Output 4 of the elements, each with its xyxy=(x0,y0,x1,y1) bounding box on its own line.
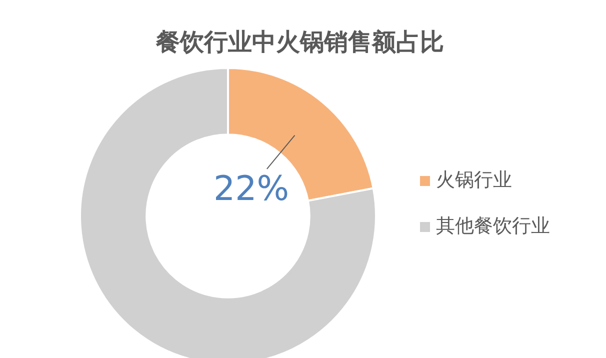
chart-title: 餐饮行业中火锅销售额占比 xyxy=(155,28,444,56)
legend-label: 火锅行业 xyxy=(436,169,512,191)
data-label: 22% xyxy=(214,168,290,209)
legend-label: 其他餐饮行业 xyxy=(436,215,550,237)
